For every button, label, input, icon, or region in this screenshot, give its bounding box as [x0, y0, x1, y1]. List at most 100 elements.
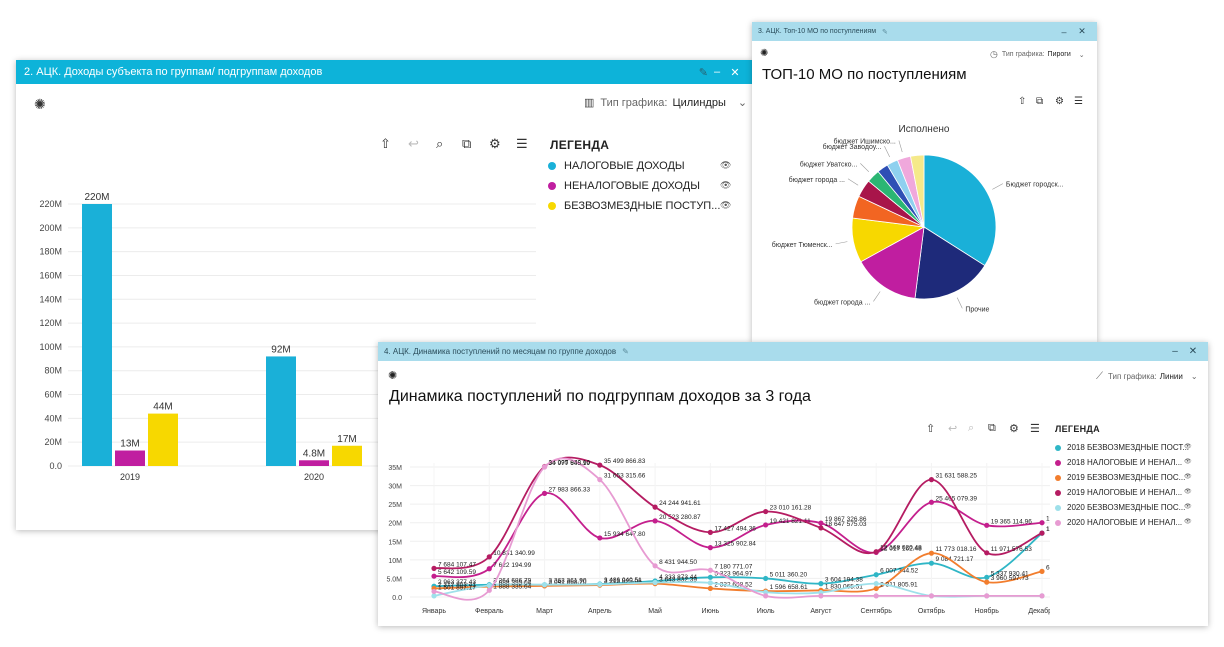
eye-icon[interactable]: 👁 [1184, 459, 1192, 465]
chevron-down-icon: ⌄ [1190, 372, 1198, 381]
pie-slice-label: бюджет Заводоу... [823, 143, 882, 151]
eye-icon[interactable]: 👁 [1184, 504, 1192, 510]
zoom-icon[interactable]: ⌕ [436, 136, 444, 151]
table-view-icon[interactable]: ⧉ [1036, 96, 1044, 107]
export-icon[interactable]: ⇧ [926, 423, 936, 435]
window-monthly-dynamics: 4. АЦК. Динамика поступлений по месяцам … [378, 342, 1208, 626]
legend-item[interactable]: 2019 БЕЗВОЗМЕЗДНЫЕ ПОС... [1055, 473, 1185, 482]
data-label: 12 017 162.48 [880, 545, 922, 552]
x-tick-label: Март [536, 608, 554, 615]
eye-icon[interactable]: 👁 [720, 160, 732, 170]
data-point [928, 560, 935, 566]
data-point [984, 522, 990, 528]
eye-icon[interactable]: 👁 [1184, 489, 1192, 495]
pie-leader-line [860, 163, 870, 173]
data-label: 3 643 832.39 [659, 577, 697, 584]
legend-item[interactable]: 2020 БЕЗВОЗМЕЗДНЫЕ ПОС... [1055, 503, 1185, 512]
bar-value-label: 13M [120, 439, 139, 450]
data-point [763, 508, 769, 515]
data-point [818, 525, 824, 531]
data-label: 2 888 355.04 [493, 580, 531, 587]
data-label: 31 653 315.66 [604, 473, 646, 480]
undo-icon[interactable]: ↩ [408, 136, 419, 151]
legend-item[interactable]: НАЛОГОВЫЕ ДОХОДЫ [548, 160, 685, 172]
data-point [431, 573, 437, 579]
data-point [431, 565, 437, 571]
legend-label: БЕЗВОЗМЕЗДНЫЕ ПОСТУП... [564, 200, 721, 212]
minimize-button[interactable]: – [1061, 26, 1067, 37]
pie-leader-line [873, 291, 881, 302]
edit-title-icon[interactable]: ✎ [622, 347, 629, 356]
data-label: 20 523 280.87 [659, 514, 701, 521]
data-label: 7 180 771.07 [714, 563, 752, 570]
data-point [873, 593, 879, 599]
data-label: 19 421 821.11 [770, 518, 811, 525]
close-button[interactable]: ✕ [1188, 346, 1198, 357]
window-titlebar[interactable]: 3. АЦК. Топ-10 МО по поступлениям ✎ – ✕ [752, 22, 1097, 41]
eye-icon[interactable]: 👁 [1184, 519, 1192, 525]
data-point [431, 588, 437, 595]
data-point [1039, 520, 1045, 526]
minimize-button[interactable]: – [713, 66, 721, 78]
data-point [652, 563, 658, 569]
legend-item[interactable]: БЕЗВОЗМЕЗДНЫЕ ПОСТУП... [548, 200, 720, 212]
data-label: 5 011 360.20 [770, 571, 808, 578]
legend-label: НЕНАЛОГОВЫЕ ДОХОДЫ [564, 180, 700, 192]
zoom-icon[interactable]: ⌕ [968, 422, 975, 434]
data-point [818, 593, 824, 599]
legend-item[interactable]: НЕНАЛОГОВЫЕ ДОХОДЫ [548, 180, 700, 192]
chart-type-select[interactable]: ▥ Тип графика: Цилиндры ⌄ [584, 96, 747, 110]
gear-icon[interactable]: ⚙ [489, 136, 501, 151]
export-icon[interactable]: ⇧ [1018, 96, 1027, 107]
list-icon[interactable]: ☰ [1074, 96, 1083, 107]
window-titlebar[interactable]: 2. АЦК. Доходы субъекта по группам/ подг… [16, 60, 752, 84]
gear-icon[interactable]: ⚙ [1055, 96, 1064, 107]
data-label: 3 363 361.90 [549, 578, 587, 585]
list-icon[interactable]: ☰ [1030, 423, 1040, 435]
bar [115, 450, 145, 466]
data-point [928, 550, 935, 556]
pie-slice [923, 154, 997, 267]
bar-value-label: 44M [153, 402, 172, 413]
x-tick-label: Июнь [701, 608, 719, 615]
edit-title-icon[interactable]: ✎ [882, 28, 888, 36]
data-point [597, 535, 603, 541]
data-point [763, 575, 769, 582]
export-icon[interactable]: ⇧ [380, 136, 391, 151]
bar-value-label: 220M [84, 192, 109, 203]
eye-icon[interactable]: 👁 [1184, 444, 1192, 450]
pie-chart: Исполнено Бюджет городск... Прочие бюджет г… [772, 124, 1064, 313]
close-button[interactable]: ✕ [730, 66, 740, 79]
close-button[interactable]: ✕ [1078, 26, 1086, 36]
legend-item[interactable]: 2018 БЕЗВОЗМЕЗДНЫЕ ПОСТ... [1055, 443, 1189, 452]
legend-item[interactable]: 2018 НАЛОГОВЫЕ И НЕНАЛ... [1055, 458, 1182, 467]
data-point [541, 582, 548, 588]
edit-title-icon[interactable]: ✎ [698, 66, 708, 79]
y-tick-label: 80M [44, 366, 62, 376]
chart-type-label: Тип графика: [1001, 51, 1045, 58]
eye-icon[interactable]: 👁 [720, 180, 732, 190]
data-label: 17 232 ... [1046, 526, 1050, 533]
data-label: 2 332 658.52 [714, 581, 752, 588]
window-titlebar[interactable]: 4. АЦК. Динамика поступлений по месяцам … [378, 342, 1208, 361]
x-tick-label: Ноябрь [975, 607, 1000, 615]
chart-type-select[interactable]: ⟋ Тип графика: Линии ⌄ [1096, 371, 1198, 382]
minimize-button[interactable]: – [1172, 346, 1178, 357]
y-tick-label: 40M [44, 413, 62, 423]
data-point [1039, 568, 1045, 574]
table-view-icon[interactable]: ⧉ [462, 136, 472, 151]
chart-type-select[interactable]: ◷ Тип графика: Пироги ⌄ [990, 49, 1085, 60]
undo-icon[interactable]: ↩ [948, 423, 958, 435]
data-point [928, 499, 935, 505]
y-tick-label: 220M [39, 199, 62, 209]
eye-icon[interactable]: 👁 [1184, 474, 1192, 480]
series-line [433, 456, 1043, 570]
data-label: 5 642 109.59 [438, 569, 476, 576]
legend-item[interactable]: 2020 НАЛОГОВЫЕ И НЕНАЛ... [1055, 518, 1182, 527]
eye-icon[interactable]: 👁 [720, 200, 732, 210]
data-label: 2 311 805.91 [880, 581, 918, 588]
list-icon[interactable]: ☰ [516, 136, 528, 151]
table-view-icon[interactable]: ⧉ [988, 422, 996, 434]
legend-item[interactable]: 2019 НАЛОГОВЫЕ И НЕНАЛ... [1055, 488, 1182, 497]
gear-icon[interactable]: ⚙ [1009, 423, 1019, 435]
